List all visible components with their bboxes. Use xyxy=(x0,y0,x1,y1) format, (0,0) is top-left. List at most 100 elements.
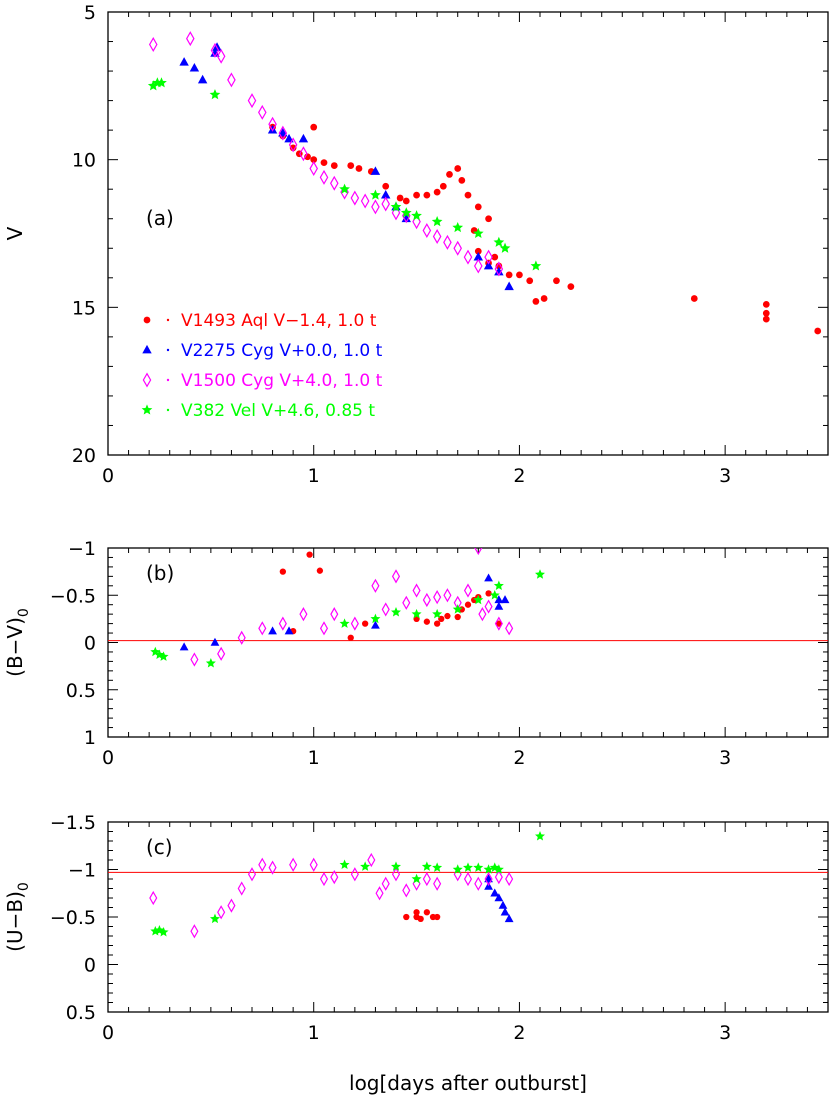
x-tick-label: 3 xyxy=(719,1022,731,1044)
data-point xyxy=(493,864,504,874)
data-point xyxy=(490,888,500,897)
data-point xyxy=(339,859,350,869)
panel-label: (c) xyxy=(146,835,173,859)
data-point xyxy=(375,886,384,901)
legend-label: V382 Vel V+4.6, 0.85 t xyxy=(181,401,375,421)
data-point xyxy=(267,125,278,134)
data-point xyxy=(494,595,504,604)
y-axis-label: (U−B)0 xyxy=(3,882,32,952)
data-point xyxy=(391,569,401,584)
data-point xyxy=(439,182,447,190)
data-point xyxy=(814,327,822,335)
legend: V1493 Aql V−1.4, 1.0 t V2275 Cyg V+0.0, 1… xyxy=(141,311,383,421)
data-point xyxy=(489,590,500,600)
data-point xyxy=(452,221,464,233)
data-point xyxy=(391,867,401,882)
data-point xyxy=(452,864,463,874)
data-point xyxy=(432,608,443,619)
y-tick-label: 0.5 xyxy=(66,1002,96,1024)
x-tick-label: 2 xyxy=(513,747,525,769)
data-point xyxy=(370,166,381,175)
data-point xyxy=(421,861,432,871)
data-point xyxy=(197,74,208,84)
data-point xyxy=(762,315,770,323)
data-point xyxy=(350,616,359,631)
data-point xyxy=(190,924,199,939)
data-point xyxy=(473,862,484,872)
data-point xyxy=(505,271,513,279)
data-layer xyxy=(150,548,545,668)
data-point xyxy=(209,913,220,924)
data-point xyxy=(423,191,431,199)
data-point xyxy=(454,613,461,621)
data-point xyxy=(400,207,412,218)
series-triangle xyxy=(179,42,514,291)
data-point xyxy=(504,281,514,291)
y-tick-label: 1 xyxy=(84,727,96,749)
data-point xyxy=(505,621,514,636)
y-tick-label: 10 xyxy=(72,150,96,172)
data-point xyxy=(432,228,442,244)
data-point xyxy=(411,873,422,884)
data-point xyxy=(156,77,167,88)
data-point xyxy=(443,234,452,250)
data-point xyxy=(411,608,422,619)
data-point xyxy=(158,651,169,661)
data-point xyxy=(247,867,257,882)
data-point xyxy=(484,249,493,265)
data-point xyxy=(381,602,390,617)
data-point xyxy=(690,295,698,302)
data-point xyxy=(422,871,431,887)
panel-2: 0 1 2 3−1−0.500.51(B−V)0(b) xyxy=(3,538,829,769)
y-tick-label: −1 xyxy=(68,538,96,560)
data-point xyxy=(499,242,511,253)
data-point xyxy=(355,165,363,172)
y-tick-label: 20 xyxy=(72,445,96,467)
data-point xyxy=(339,183,350,194)
data-point xyxy=(483,260,494,270)
data-point xyxy=(535,831,545,841)
data-point xyxy=(473,594,484,605)
data-point xyxy=(463,862,473,872)
data-point xyxy=(454,165,462,172)
data-point xyxy=(474,876,483,891)
data-point xyxy=(237,630,246,645)
series-diamond xyxy=(149,852,514,939)
data-point xyxy=(413,909,420,916)
data-point xyxy=(371,578,380,593)
data-point xyxy=(381,189,391,199)
series-circle xyxy=(403,909,441,923)
data-point xyxy=(567,283,575,291)
x-tick-label: 3 xyxy=(719,747,731,769)
data-point xyxy=(463,249,473,265)
data-point xyxy=(347,634,354,641)
legend-dot xyxy=(166,378,170,382)
series-circle xyxy=(279,551,503,641)
panel-1: 0 1 2 3 5 10 15 20 V (a) V1493 Aql V−1.4, 1.0 t V22… xyxy=(3,2,829,487)
data-point xyxy=(411,210,422,221)
data-point xyxy=(484,599,493,614)
data-point xyxy=(762,301,770,308)
data-point xyxy=(494,893,504,902)
data-point xyxy=(309,857,318,872)
data-point xyxy=(412,583,421,598)
data-point xyxy=(484,871,493,887)
data-point xyxy=(472,227,484,239)
legend-label: V2275 Cyg V+0.0, 1.0 t xyxy=(181,341,383,361)
series-star xyxy=(150,569,545,668)
x-tick-label: 1 xyxy=(308,465,320,487)
data-point xyxy=(330,607,339,622)
data-point xyxy=(298,133,309,143)
data-point xyxy=(431,216,443,227)
y-tick-label: 15 xyxy=(72,297,96,319)
data-point xyxy=(433,620,441,627)
data-point xyxy=(370,613,381,624)
data-point xyxy=(370,189,381,200)
data-point xyxy=(367,852,376,868)
data-point xyxy=(371,199,380,215)
series-triangle xyxy=(484,874,514,923)
y-tick-label: −0.5 xyxy=(50,907,96,929)
data-point xyxy=(532,298,540,305)
data-point xyxy=(185,31,195,47)
